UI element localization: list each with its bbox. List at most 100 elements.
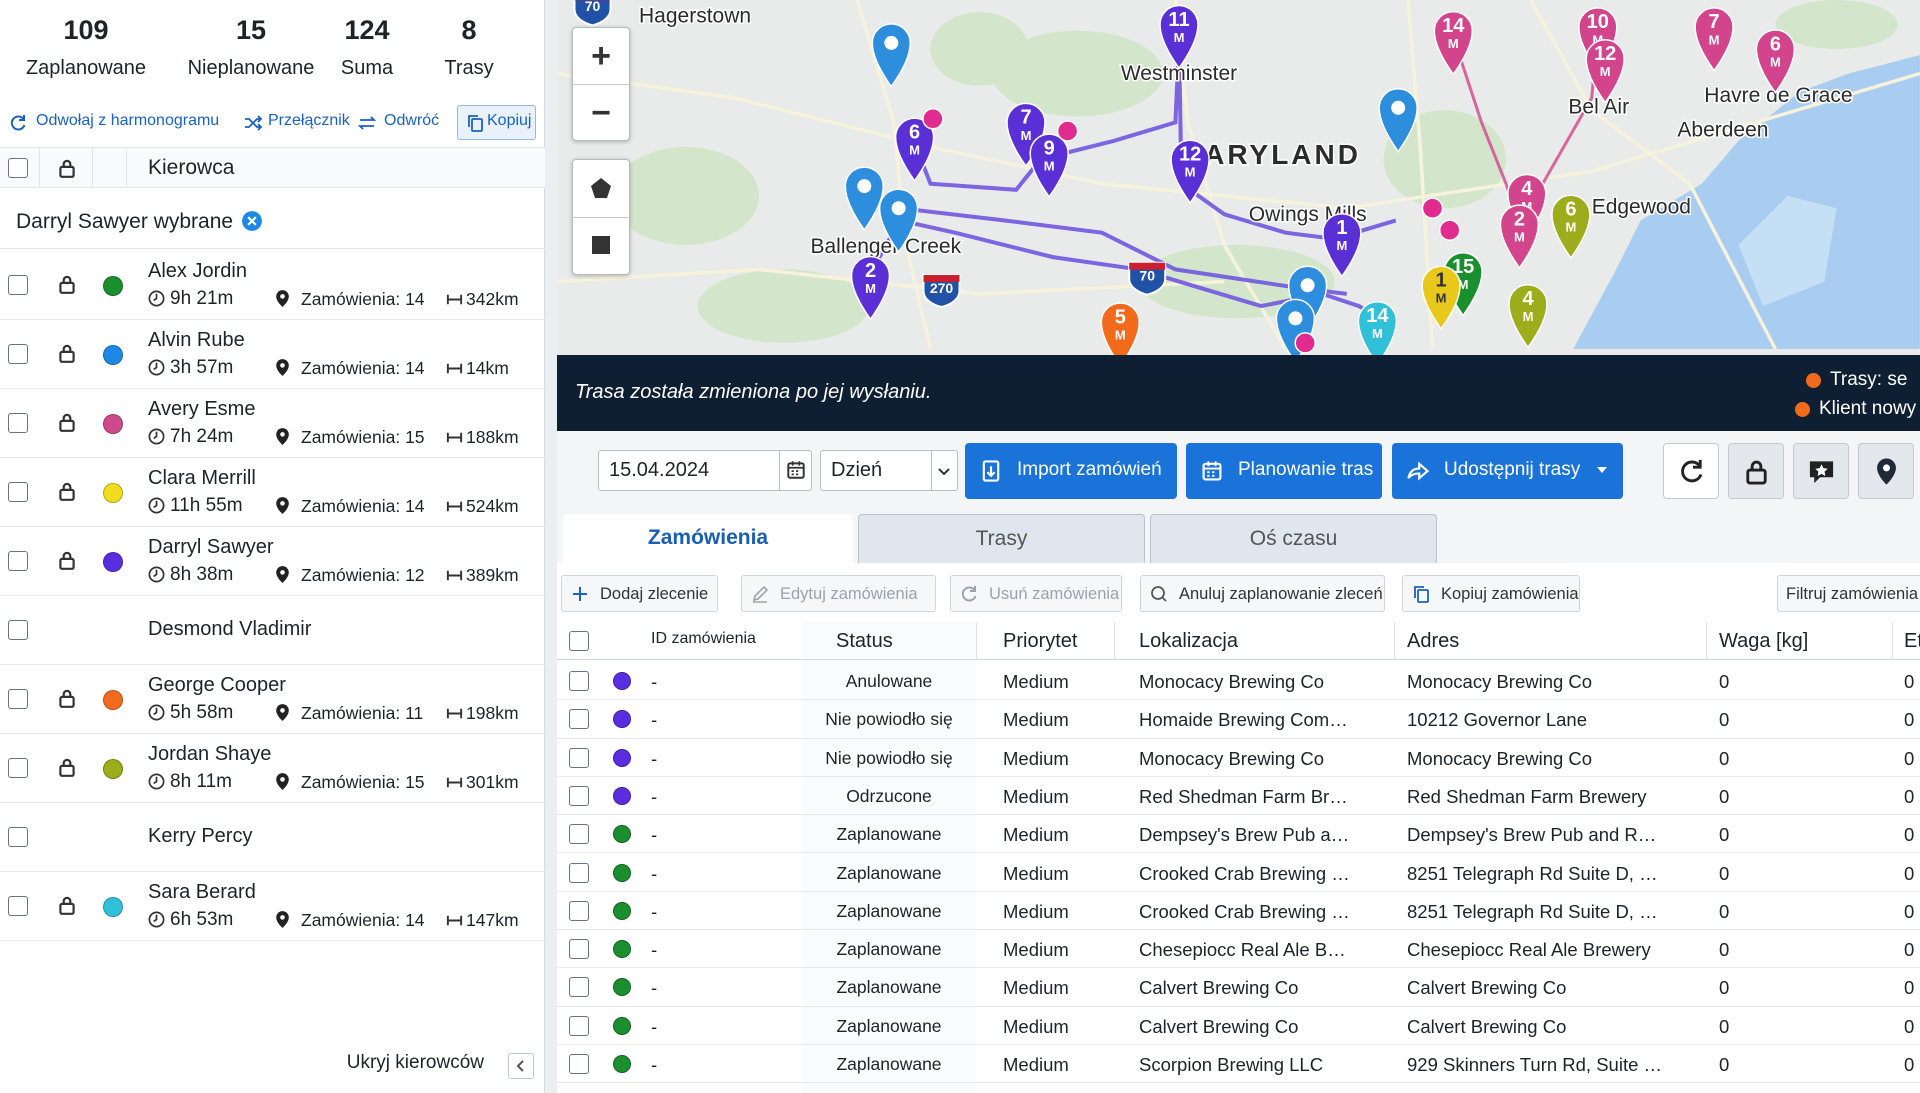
tab[interactable]: Oś czasu	[1150, 514, 1437, 564]
action-button[interactable]: Anuluj zaplanowanie zleceń	[1140, 575, 1385, 612]
icon-part	[516, 1060, 524, 1072]
checkbox[interactable]	[8, 551, 28, 571]
table-row[interactable]: - Zaplanowane Medium Scorpion Brewing LLC 92…	[557, 1045, 1920, 1084]
left-action[interactable]: Przełącznik	[268, 112, 350, 129]
zoom-button[interactable]: +	[591, 37, 611, 75]
checkbox[interactable]	[569, 824, 589, 845]
clear-selection[interactable]	[241, 210, 265, 234]
checkbox[interactable]	[8, 758, 28, 778]
date-input[interactable]: 15.04.2024	[598, 450, 812, 491]
checkbox[interactable]	[8, 827, 28, 847]
map-divider	[573, 217, 629, 218]
order-marker	[1755, 29, 1796, 94]
left-action[interactable]: Kopiuj	[487, 112, 532, 129]
left-action[interactable]: Odwróć	[384, 112, 440, 129]
marker-label: 4	[1521, 178, 1533, 200]
table-row[interactable]: - Nie powiodło się Medium Monocacy Brewing …	[557, 739, 1920, 777]
cell-location: Crooked Crab Brewing …	[1139, 862, 1350, 884]
driver-row[interactable]: Alvin Rube 3h 57m Zamówienia: 14 14km	[0, 320, 545, 389]
marker-suffix: M	[1458, 277, 1469, 292]
icon-button[interactable]	[1858, 443, 1914, 499]
checkbox[interactable]	[569, 671, 589, 691]
hide-drivers[interactable]: Ukryj kierowców	[346, 1052, 484, 1073]
tab[interactable]: Trasy	[858, 514, 1145, 564]
icon-part	[148, 497, 165, 514]
left-action[interactable]: Odwołaj z harmonogramu	[36, 112, 220, 129]
cell-weight: 0	[1719, 785, 1730, 807]
checkbox[interactable]	[569, 939, 589, 960]
checkbox[interactable]	[8, 896, 28, 916]
checkbox[interactable]	[569, 862, 589, 883]
driver-row[interactable]: Avery Esme 7h 24m Zamówienia: 15 188km	[0, 389, 545, 458]
cal-icon	[1202, 461, 1222, 481]
checkbox[interactable]	[8, 689, 28, 709]
checkbox[interactable]	[569, 747, 589, 768]
driver-row[interactable]: Clara Merrill 11h 55m Zamówienia: 14 524km	[0, 458, 545, 527]
table-row[interactable]: - Odrzucone Medium Red Shedman Farm Br… Red …	[557, 777, 1920, 816]
checkbox[interactable]	[569, 1054, 589, 1074]
driver-row[interactable]: George Cooper 5h 58m Zamówienia: 11 198km	[0, 665, 545, 734]
checkbox[interactable]	[8, 620, 28, 640]
checkbox[interactable]	[8, 482, 28, 502]
hide-drivers-button[interactable]	[508, 1053, 534, 1079]
icon-button[interactable]	[1663, 443, 1719, 499]
toolbar-button[interactable]: Planowanie tras	[1186, 443, 1382, 499]
cell-id: -	[651, 900, 658, 922]
table-row[interactable]: - Zaplanowane Medium Crooked Crab Brewing ……	[557, 892, 1920, 931]
action-button[interactable]: Usuń zamówienia	[950, 575, 1122, 612]
order-marker	[1357, 301, 1398, 355]
checkbox[interactable]	[569, 1015, 589, 1036]
cell-weight: 0	[1719, 977, 1730, 999]
checkbox[interactable]	[569, 709, 589, 730]
icon-part	[446, 777, 463, 788]
driver-row[interactable]: Darryl Sawyer 8h 38m Zamówienia: 12 389km	[0, 527, 545, 596]
checkbox[interactable]	[8, 158, 28, 178]
icon-button[interactable]	[1728, 443, 1784, 499]
checkbox[interactable]	[8, 275, 28, 295]
icon-part	[153, 776, 158, 785]
table-row[interactable]: - Zaplanowane Medium Crooked Crab Brewing ……	[557, 854, 1920, 892]
table-row[interactable]: - Zaplanowane Medium Calvert Brewing Co Calv…	[557, 1007, 1920, 1045]
icon-part	[148, 428, 165, 445]
checkbox[interactable]	[569, 900, 589, 921]
highway-shield	[922, 274, 961, 309]
action-button[interactable]: Dodaj zlecenie	[561, 575, 718, 612]
order-marker	[1499, 204, 1540, 270]
driver-row[interactable]: Sara Berard 6h 53m Zamówienia: 14 147km	[0, 872, 545, 941]
map[interactable]: Hagerstown Westminster MARYLAND Owings Mill…	[557, 0, 1920, 355]
zoom-button[interactable]: −	[591, 94, 611, 132]
driver-row[interactable]: Kerry Percy	[0, 803, 545, 872]
cell-status: Zaplanowane	[836, 1015, 942, 1036]
table-row[interactable]: - Zaplanowane Medium Chesepiocc Real Ale B……	[557, 930, 1920, 969]
map-pin-dot	[1288, 311, 1303, 326]
cell-priority: Medium	[1003, 1054, 1069, 1075]
map-pin-dot	[884, 35, 899, 50]
draw-tools[interactable]	[573, 160, 629, 274]
action-button[interactable]: Kopiuj zamówienia	[1402, 575, 1580, 612]
table-row[interactable]: - Nie powiodło się Medium Homaide Brewing C…	[557, 700, 1920, 739]
checkbox[interactable]	[8, 413, 28, 433]
checkbox[interactable]	[569, 631, 589, 651]
driver-row[interactable]: Alex Jordin 9h 21m Zamówienia: 14 342km	[0, 251, 545, 320]
toolbar-button[interactable]: Udostępnij trasy	[1392, 443, 1623, 499]
driver-row[interactable]: Jordan Shaye 8h 11m Zamówienia: 15 301km	[0, 734, 545, 803]
icon-part	[573, 587, 587, 601]
icon-button[interactable]	[1793, 443, 1849, 499]
checkbox[interactable]	[569, 785, 589, 806]
table-row[interactable]: - Zaplanowane Medium Calvert Brewing Co Calv…	[557, 968, 1920, 1007]
copy-button-frame[interactable]	[457, 105, 536, 140]
map-pin	[844, 166, 885, 232]
cell-id: -	[651, 824, 658, 846]
toolbar-button[interactable]: Import zamówień	[965, 443, 1177, 499]
action-button[interactable]: Edytuj zamówienia	[741, 575, 936, 612]
park-area	[612, 146, 760, 245]
table-row[interactable]: - Anulowane Medium Monocacy Brewing Co Monoc…	[557, 662, 1920, 701]
action-button[interactable]: Filtruj zamówienia	[1777, 575, 1920, 612]
checkbox[interactable]	[569, 977, 589, 998]
checkbox[interactable]	[8, 344, 28, 364]
driver-row[interactable]: Desmond Vladimir	[0, 596, 545, 665]
period-select[interactable]: Dzień	[820, 450, 958, 491]
table-row[interactable]: - Zaplanowane Medium Dempsey's Brew Pub a… D…	[557, 815, 1920, 854]
tab[interactable]: Zamówienia	[563, 514, 853, 564]
